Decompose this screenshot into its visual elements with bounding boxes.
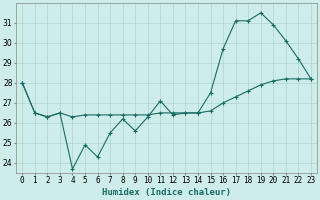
X-axis label: Humidex (Indice chaleur): Humidex (Indice chaleur)	[102, 188, 231, 197]
